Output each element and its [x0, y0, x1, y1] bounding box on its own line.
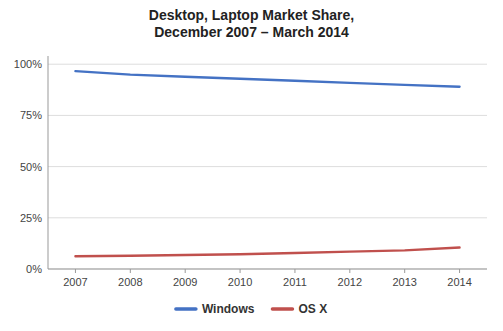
y-tick-label: 50%: [20, 161, 42, 173]
y-axis-line: [48, 56, 49, 269]
x-tick-label: 2014: [447, 276, 471, 288]
grid-line: [48, 115, 487, 116]
x-tick-label: 2009: [173, 276, 197, 288]
y-axis: 0% 25% 50% 75% 100%: [14, 56, 487, 275]
legend-swatch: [272, 307, 292, 311]
x-axis-line: [48, 269, 487, 270]
grid-line: [48, 269, 487, 270]
x-tick-label: 2011: [283, 276, 307, 288]
legend-item: OS X: [272, 302, 327, 316]
legend-item: Windows: [176, 302, 255, 316]
y-tick-label: 75%: [20, 109, 42, 121]
legend: Windows OS X: [176, 302, 327, 316]
x-tick: [294, 269, 295, 273]
x-tick: [459, 269, 460, 273]
x-tick-label: 2012: [338, 276, 362, 288]
x-axis: 2007 2008 2009 2010 2011 2012 2013 2014: [48, 269, 487, 288]
series-group: [75, 71, 459, 256]
x-tick-label: 2008: [118, 276, 142, 288]
legend-swatch: [176, 307, 196, 311]
legend-label: OS X: [298, 302, 327, 316]
x-tick: [404, 269, 405, 273]
x-tick-label: 2013: [392, 276, 416, 288]
series-line: [75, 71, 459, 87]
grid-line: [48, 217, 487, 218]
title-line: Desktop, Laptop Market Share,: [149, 7, 354, 23]
title: Desktop, Laptop Market Share,December 20…: [149, 7, 354, 40]
grid-line: [48, 166, 487, 167]
legend-label: Windows: [202, 302, 255, 316]
x-tick: [130, 269, 131, 273]
grid-line: [48, 64, 487, 65]
chart: Desktop, Laptop Market Share,December 20…: [0, 0, 503, 331]
x-tick: [75, 269, 76, 273]
y-tick-label: 0%: [26, 263, 42, 275]
x-tick-label: 2007: [63, 276, 87, 288]
x-tick-label: 2010: [228, 276, 252, 288]
y-tick-label: 100%: [14, 58, 42, 70]
series-line: [75, 248, 459, 257]
x-tick: [240, 269, 241, 273]
x-tick: [349, 269, 350, 273]
x-tick: [185, 269, 186, 273]
title-line: December 2007 – March 2014: [154, 24, 349, 40]
y-tick-label: 25%: [20, 212, 42, 224]
